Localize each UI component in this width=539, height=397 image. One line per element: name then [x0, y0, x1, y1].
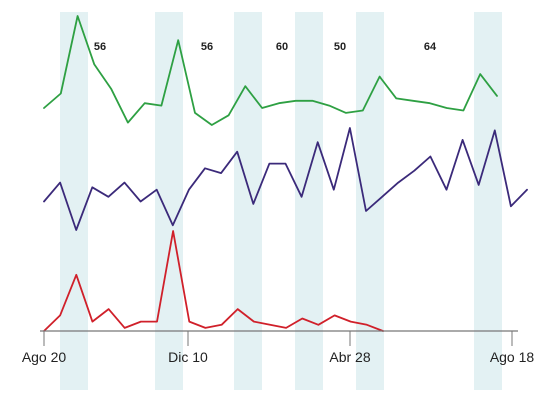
x-tick-label: Abr 28	[329, 349, 370, 365]
annotation-label: 60	[276, 41, 288, 53]
shaded-band	[234, 12, 262, 390]
shaded-band	[474, 12, 502, 390]
chart-series	[43, 15, 528, 332]
shaded-band	[60, 12, 88, 390]
x-tick-label: Dic 10	[168, 349, 208, 365]
annotation-label: 50	[334, 41, 346, 53]
annotations: 56 56 60 50 64	[94, 41, 437, 53]
series-line	[43, 230, 384, 332]
annotation-label: 56	[201, 41, 213, 53]
shaded-band	[155, 12, 183, 390]
shaded-band	[295, 12, 323, 390]
annotation-label: 56	[94, 41, 106, 53]
x-axis-ticks: Ago 20 Dic 10 Abr 28 Ago 18	[22, 331, 535, 365]
x-tick-label: Ago 20	[22, 349, 67, 365]
annotation-label: 64	[424, 41, 437, 53]
series-line	[43, 127, 528, 231]
series-line	[43, 15, 498, 126]
x-tick-label: Ago 18	[490, 349, 535, 365]
shaded-bands	[60, 12, 502, 390]
shaded-band	[356, 12, 384, 390]
